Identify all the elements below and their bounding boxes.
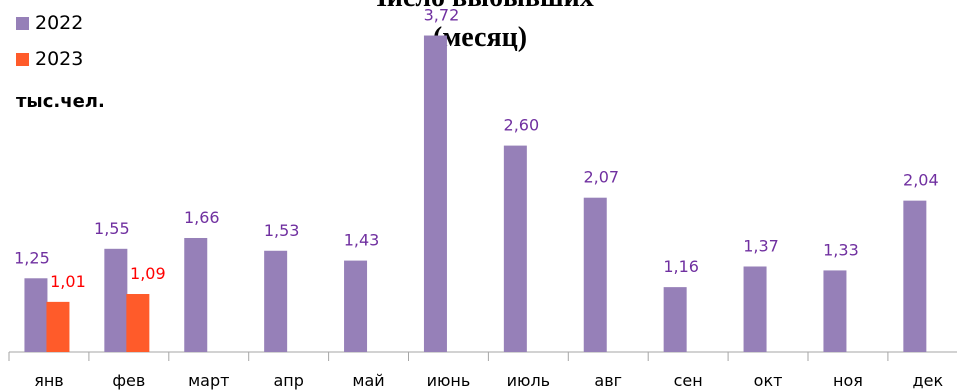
bar-2022	[24, 278, 48, 352]
bar-2022	[823, 270, 847, 352]
legend-label-2022: 2022	[35, 12, 84, 34]
data-label-2022: 1,55	[94, 219, 130, 238]
data-label-2022: 1,33	[823, 240, 859, 259]
bar-2022	[184, 237, 208, 352]
x-tick-label: июль	[507, 371, 551, 390]
bar-2022	[743, 266, 767, 352]
x-tick-label: апр	[273, 371, 303, 390]
x-tick-label: май	[352, 371, 384, 390]
x-tick-label: окт	[754, 371, 783, 390]
x-tick-label: июнь	[427, 371, 471, 390]
bar-2022	[264, 250, 288, 352]
data-label-2022: 3,72	[424, 6, 460, 25]
data-label-2022: 1,25	[14, 248, 50, 267]
data-label-2022: 1,53	[264, 221, 300, 240]
x-tick-label: март	[188, 371, 229, 390]
x-tick-label: фев	[112, 371, 145, 390]
data-label-2022: 2,07	[583, 168, 619, 187]
legend-swatch-2023	[16, 52, 29, 66]
data-label-2023: 1,01	[50, 272, 86, 291]
legend-swatch-2022	[16, 16, 29, 30]
data-label-2022: 1,16	[663, 257, 699, 276]
legend-item-2022: 2022	[16, 12, 83, 34]
chart-title-line-2: (месяц)	[432, 22, 528, 53]
data-label-2022: 2,60	[504, 116, 540, 135]
bar-2022	[423, 35, 447, 353]
bar-2022	[503, 145, 527, 352]
bar-2022	[903, 200, 927, 352]
data-label-2023: 1,09	[130, 264, 166, 283]
legend-label-2023: 2023	[35, 48, 84, 70]
chart-title-line-1: Число выбывших	[300, 0, 660, 14]
x-tick-label: авг	[594, 371, 622, 390]
bar-2022	[663, 287, 687, 352]
x-tick-label: ноя	[833, 371, 863, 390]
bar-2023	[46, 301, 70, 352]
data-label-2022: 1,37	[743, 236, 779, 255]
x-tick-label: дек	[913, 371, 944, 390]
x-tick-label: сен	[674, 371, 703, 390]
bar-2022	[583, 197, 607, 352]
data-label-2022: 1,66	[184, 208, 220, 227]
unit-label: тыс.чел.	[16, 91, 105, 112]
x-tick-label: янв	[34, 371, 64, 390]
bar-2022	[344, 260, 368, 352]
data-label-2022: 1,43	[344, 231, 380, 250]
bar-2023	[126, 294, 150, 352]
legend-item-2023: 2023	[16, 48, 83, 70]
data-label-2022: 2,04	[903, 171, 939, 190]
bar-2022	[104, 248, 128, 352]
